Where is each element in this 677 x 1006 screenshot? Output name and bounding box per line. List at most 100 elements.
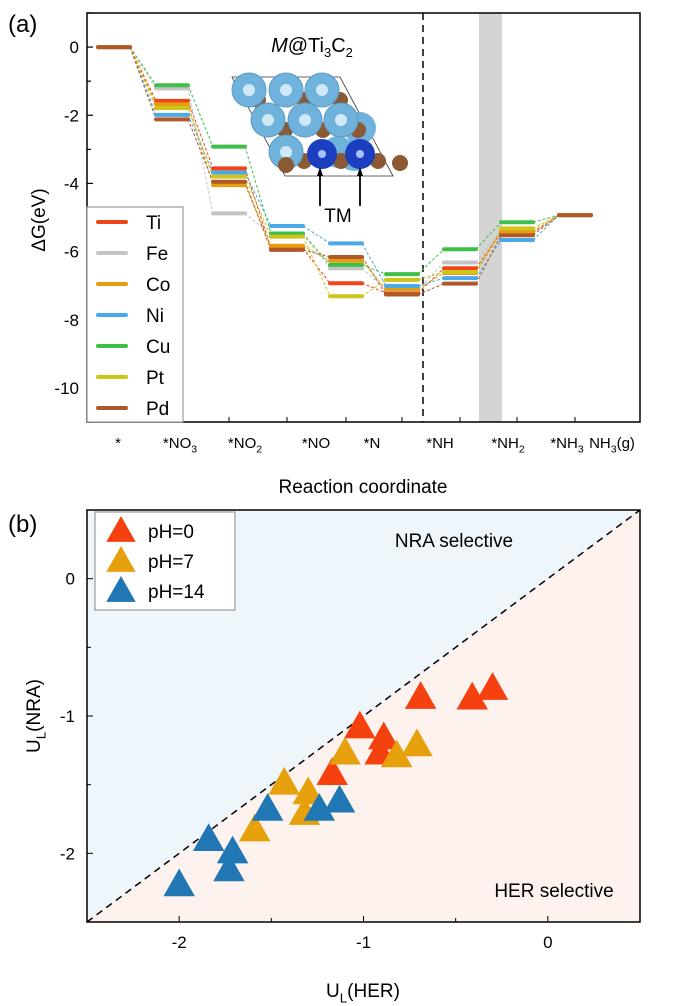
c-atom [278,157,294,173]
connector-Pt [475,228,502,273]
y-tick-label: -2 [60,844,75,863]
connector-Cu [532,214,560,223]
connector-Cu [475,221,502,250]
connector-Co [475,231,502,274]
connector-Ti [361,282,387,294]
point-pH=14 [213,853,245,882]
legend-label: pH=14 [148,582,205,603]
connector-Fe [187,88,214,214]
y-axis-label: ΔG(eV) [29,188,50,251]
unit-cell [231,76,394,177]
connector-Fe [302,234,331,269]
highlight [299,114,311,126]
legend-label: Ni [146,306,164,327]
highlight [316,84,328,96]
y-tick-label: -1 [60,707,75,726]
y-tick-label: -6 [64,243,79,262]
x-tick-label: * [115,435,121,452]
connector-Cu [129,46,157,86]
x-tick-label: *NO3 [163,435,197,456]
connector-Pd [532,214,560,236]
tm-label: TM [324,206,351,227]
connector-Fe [361,267,387,291]
legend-label: Pd [146,399,169,420]
connector-Co [244,184,272,246]
legend-label: Cu [146,337,170,358]
point-pH=0 [368,721,400,750]
connector-Pt [129,46,157,109]
connector-Ti [244,168,272,249]
arrow-head [317,167,323,176]
point-pH=0 [476,672,509,700]
panel-label-a: (a) [8,11,37,38]
mxene-structure-image [231,72,408,177]
connector-Pt [187,107,214,177]
point-pH=7 [329,736,361,765]
legend-label: Pt [146,368,165,389]
connector-Pd [244,181,272,251]
connector-Pt [302,236,331,297]
y-tick-label: 0 [70,38,79,57]
connector-Fe [129,46,157,89]
x-axis-label: Reaction coordinate [279,477,448,498]
legend-label: Co [146,275,170,296]
connector-Ni [532,214,560,241]
highlight [280,146,292,158]
connector-Ti [129,46,157,102]
y-tick-label: -4 [64,174,79,193]
point-pH=7 [292,776,324,805]
highlight [243,84,255,96]
point-pH=14 [163,868,195,897]
connector-Pd [475,234,502,284]
connector-Ti [187,100,214,169]
point-pH=7 [380,739,413,768]
c-atom [333,153,349,169]
connector-Cu [187,85,214,147]
connector-Pt [417,271,445,281]
point-pH=0 [344,710,376,739]
connector-Co [302,245,331,262]
point-pH=14 [251,793,284,821]
y-tick-label: -8 [64,311,79,330]
point-pH=0 [316,757,348,786]
point-pH=0 [404,681,437,709]
point-pH=14 [323,784,356,813]
connector-Co [129,46,157,105]
connector-Fe [244,213,272,235]
x-tick-label: -1 [356,933,371,952]
y-tick-label: -10 [54,379,79,398]
x-tick-label: *NO [302,435,330,452]
legend-marker-pH=14 [106,576,136,602]
point-pH=7 [268,766,300,795]
legend-label: Ti [146,213,161,234]
x-tick-label: *NH [426,435,454,452]
connector-Co [532,214,560,233]
connector-Ni [302,225,331,244]
legend-marker-pH=0 [106,516,136,542]
x-tick-label: *NH2 [491,435,525,456]
y-tick-label: -2 [64,106,79,125]
connector-Co [361,260,387,290]
x-tick-label: *N [364,435,381,452]
legend-label: Fe [146,244,168,265]
highlight [356,150,364,158]
connector-Pd [129,46,157,120]
parity-line [86,509,641,923]
c-atom [392,155,408,171]
connector-Cu [361,264,387,275]
y-tick-label: 0 [66,570,75,589]
x-tick-label: *NO2 [228,435,262,456]
highlight [318,150,326,158]
legend-label: pH=7 [148,552,194,573]
x-axis-label: UL(HER) [326,981,400,1006]
point-pH=14 [192,823,225,851]
point-pH=7 [401,728,433,757]
arrow-head [357,167,363,176]
point-pH=14 [216,835,249,864]
connector-Fe [475,230,502,263]
highlight [280,84,292,96]
panel-label-b: (b) [8,511,37,538]
connector-Co [417,272,445,290]
